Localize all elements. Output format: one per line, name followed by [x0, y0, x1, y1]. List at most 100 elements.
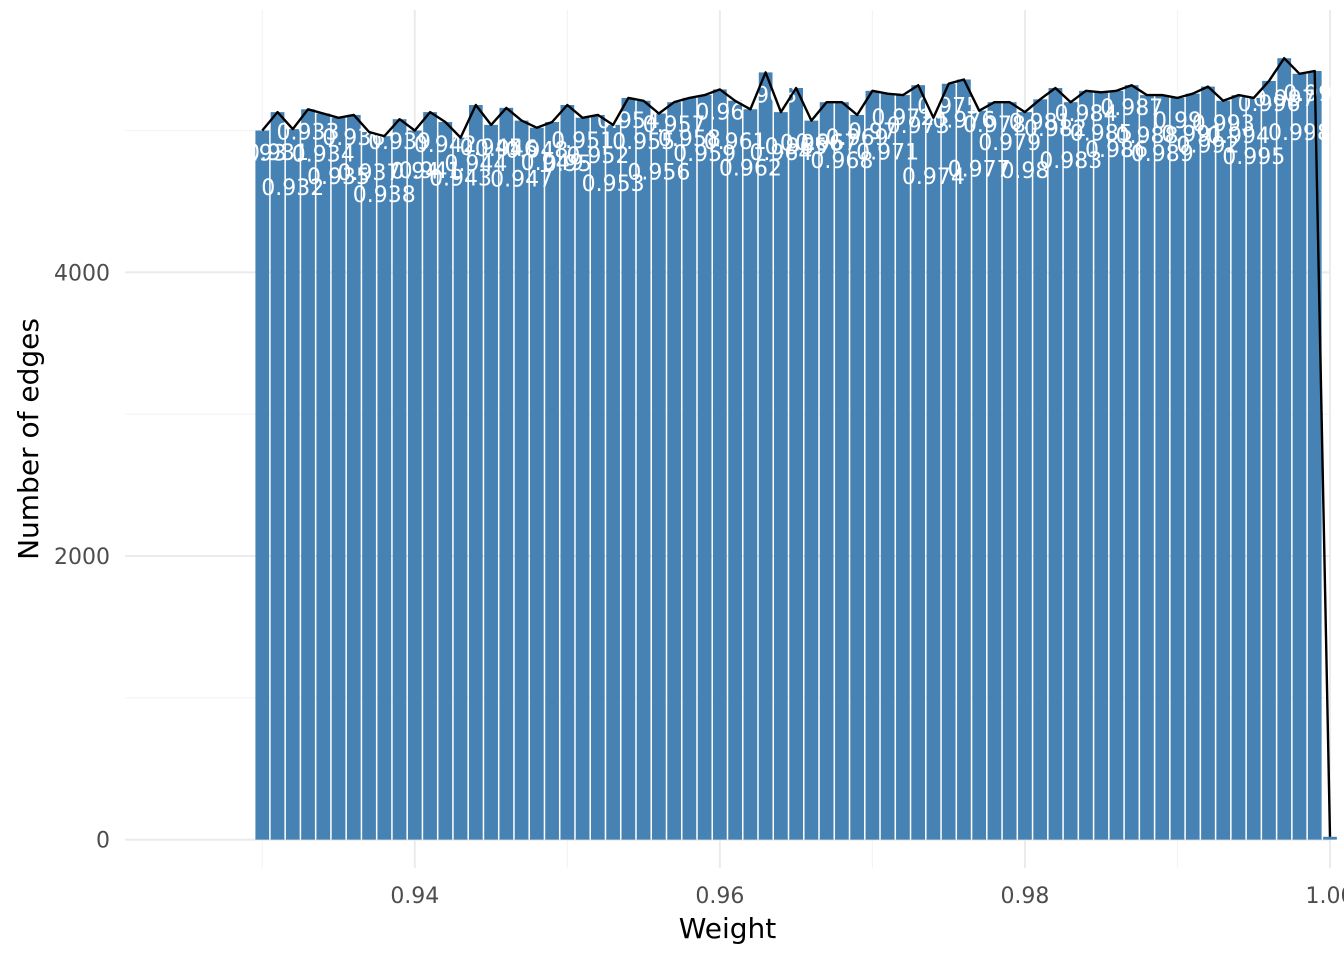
histogram-bar [1262, 80, 1276, 840]
histogram-bar [896, 95, 910, 840]
axis-tick-labels: 0.94 0.96 0.98 1.00 0 2000 4000 [54, 261, 1344, 909]
histogram-bar [1018, 112, 1032, 840]
histogram-bar [1216, 100, 1231, 840]
histogram-bar [804, 120, 819, 840]
bar-value-label: 0.993 [1192, 112, 1255, 137]
histogram-bar [423, 112, 437, 840]
histogram-bar [575, 117, 590, 840]
histogram-bar [1094, 92, 1109, 840]
bar-value-label: 0.931 [246, 141, 309, 166]
histogram-bar [1048, 88, 1063, 840]
bar-value-label: 0.932 [261, 176, 324, 201]
bar-value-label: 0.968 [810, 149, 873, 174]
histogram-bar [1063, 102, 1078, 840]
histogram-bar [560, 105, 575, 840]
histogram-bar [331, 117, 346, 840]
x-tick-label: 1.00 [1306, 884, 1344, 909]
bar-value-label: 0.938 [353, 183, 416, 208]
x-tick-label: 0.98 [1000, 884, 1049, 909]
bar-value-label: 0.977 [948, 158, 1011, 183]
histogram-bar [1002, 102, 1017, 840]
histogram-bar [316, 113, 331, 840]
bar-value-label: 0.953 [582, 172, 645, 197]
histogram-bar [911, 85, 926, 840]
bar-value-label: 0.94 [390, 160, 439, 185]
histogram-bar [819, 102, 834, 840]
bar-value-label: 0.935 [307, 165, 370, 190]
bar-value-label: 0.967 [795, 131, 858, 156]
histogram-bar [865, 90, 880, 840]
bar-value-label: 0.962 [719, 156, 782, 181]
bar-value-label: 0.956 [627, 161, 690, 186]
bar-value-label: 0.998 [1268, 121, 1331, 146]
histogram-bar [1109, 90, 1124, 840]
histogram-bar [987, 102, 1002, 840]
x-tick-label: 0.96 [695, 884, 744, 909]
bar-value-label: 0.964 [749, 141, 812, 166]
bar-value-label: 0.986 [1085, 138, 1148, 163]
histogram-bar [728, 100, 742, 840]
bar-value-label: 0.98 [1000, 159, 1049, 184]
bar-value-label: 0.965 [765, 135, 828, 160]
line-series [261, 57, 1332, 837]
y-axis-title: Number of edges [12, 318, 45, 560]
bar-value-label: 0.995 [1222, 145, 1285, 170]
bar-value-label: 0.974 [902, 165, 965, 190]
bar-value-label: 0.97 [848, 120, 897, 145]
bar-value-label: 0.994 [1207, 124, 1270, 149]
bar-value-label: 0.971 [856, 141, 919, 166]
bar-value-label: 0.952 [566, 144, 629, 169]
histogram-bar [697, 95, 712, 840]
x-axis-title: Weight [679, 912, 777, 945]
histogram-bar [606, 124, 620, 840]
histogram-bar [667, 102, 681, 840]
histogram-bar [255, 130, 270, 840]
bar-value-label: 0.99 [1153, 109, 1202, 134]
bar-value-label: 0.981 [1009, 110, 1072, 135]
histogram-bar [850, 114, 865, 840]
bar-value-label: 0.988 [1115, 124, 1178, 149]
histogram-bar [621, 97, 636, 840]
histogram-bar [270, 112, 285, 840]
histogram-bar [941, 83, 956, 840]
bar-value-label: 0.985 [1070, 121, 1133, 146]
bar-value-label: 0.961 [704, 130, 767, 155]
bar-value-label: 0.96 [695, 100, 744, 125]
histogram-bar [758, 72, 773, 840]
histogram-bar [438, 122, 453, 840]
bar-value-label: 0.945 [460, 136, 523, 161]
bar-value-label: 0.983 [1039, 149, 1102, 174]
histogram-bar [789, 88, 804, 840]
bar-value-label: 0.972 [871, 106, 934, 131]
histogram-bar [957, 79, 971, 840]
bar-value-label: 0.946 [475, 137, 538, 162]
histogram-bar [1323, 836, 1337, 840]
bar-value-label: 0.978 [963, 113, 1026, 138]
histogram-bar [1155, 95, 1170, 840]
histogram-bar [972, 110, 987, 840]
bar-value-label: 0.999 [1283, 82, 1344, 107]
bar-value-label: 0.969 [826, 126, 889, 151]
bar-value-label: 1 [1323, 866, 1337, 891]
bar-value-label: 0.95 [543, 152, 592, 177]
histogram-bar [1185, 93, 1200, 840]
bar-value-label: 0.93 [238, 142, 287, 167]
y-tick-label: 2000 [54, 545, 110, 570]
bar-value-label: 0.936 [322, 126, 385, 151]
bar-value-label: 0.992 [1176, 134, 1239, 159]
histogram-bar [651, 113, 666, 840]
y-tick-label: 0 [96, 829, 110, 854]
bar-value-label: 0.966 [780, 132, 843, 157]
histogram-bar [1277, 58, 1292, 840]
histogram-bar [1033, 99, 1048, 840]
bar-value-label: 0.948 [505, 139, 568, 164]
histogram-bar [774, 112, 788, 840]
histogram-bar [1246, 97, 1261, 840]
histogram-bar [484, 124, 498, 840]
histogram-bar [1231, 95, 1246, 840]
x-tick-label: 0.94 [390, 884, 439, 909]
y-tick-label: 4000 [54, 261, 110, 286]
histogram-bar [392, 119, 407, 840]
bar-value-label: 0.934 [292, 143, 355, 168]
bar-value-label: 0.941 [399, 159, 462, 184]
